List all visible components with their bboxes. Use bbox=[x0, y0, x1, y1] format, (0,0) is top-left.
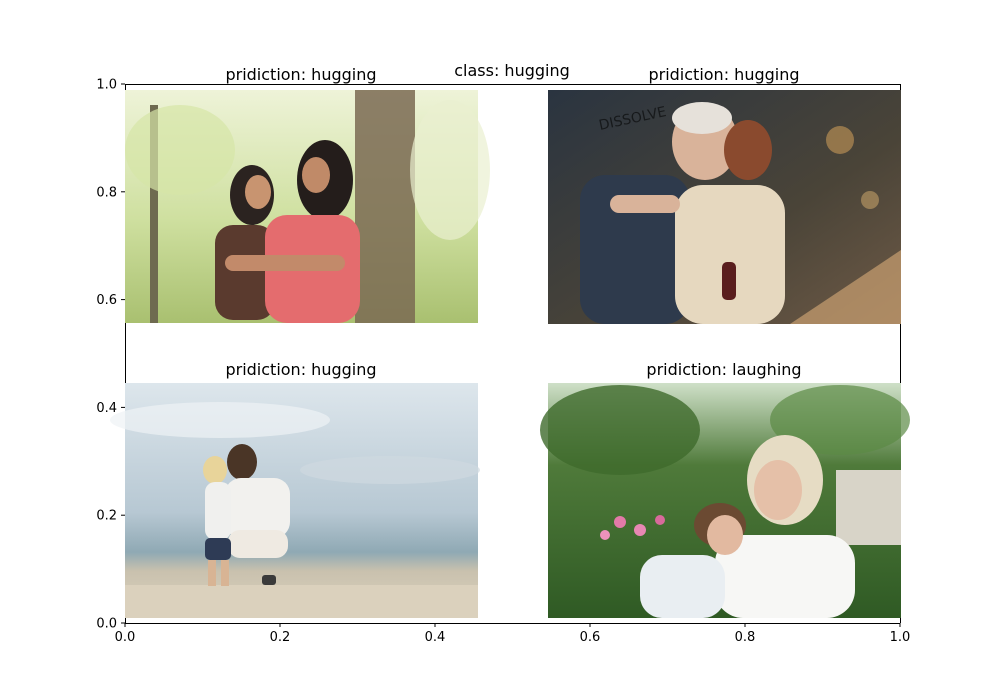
panel-4-title: pridiction: laughing bbox=[646, 360, 801, 379]
y-tick-label: 0.6 bbox=[96, 293, 117, 308]
x-tick-label: 0.0 bbox=[115, 630, 136, 645]
x-tick-label: 1.0 bbox=[890, 630, 911, 645]
y-tick-label: 0.4 bbox=[96, 401, 117, 416]
panel-3-title: pridiction: hugging bbox=[225, 360, 376, 379]
panel-2-title: pridiction: hugging bbox=[648, 65, 799, 84]
y-tick-label: 1.0 bbox=[96, 78, 117, 93]
panel-3-image bbox=[110, 383, 480, 618]
x-tick-label: 0.8 bbox=[735, 630, 756, 645]
panel-2-image: DISSOLVE bbox=[548, 90, 901, 324]
x-tick-label: 0.6 bbox=[580, 630, 601, 645]
panel-1-title: pridiction: hugging bbox=[225, 65, 376, 84]
panel-4-image bbox=[540, 383, 910, 618]
y-tick-label: 0.0 bbox=[96, 617, 117, 632]
x-tick-label: 0.2 bbox=[270, 630, 291, 645]
y-axis-ticks: 0.0 0.2 0.4 0.6 0.8 1.0 bbox=[96, 78, 125, 632]
y-tick-label: 0.8 bbox=[96, 185, 117, 200]
x-tick-label: 0.4 bbox=[425, 630, 446, 645]
figure-suptitle: class: hugging bbox=[454, 61, 570, 80]
panel-1-image bbox=[125, 90, 490, 323]
y-tick-label: 0.2 bbox=[96, 509, 117, 524]
x-axis-ticks: 0.0 0.2 0.4 0.6 0.8 1.0 bbox=[115, 623, 911, 645]
